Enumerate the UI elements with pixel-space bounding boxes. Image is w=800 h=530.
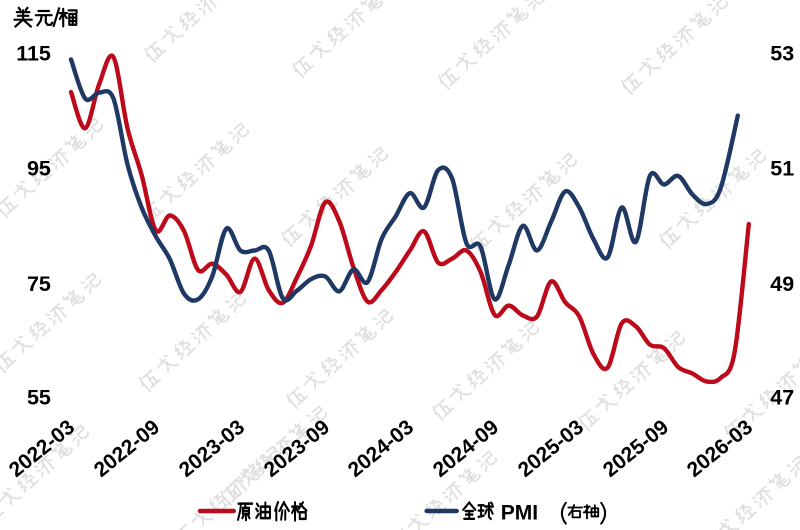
svg-text:PMI: PMI <box>501 502 538 525</box>
svg-text:47: 47 <box>770 386 794 410</box>
svg-text:115: 115 <box>16 41 51 65</box>
svg-text:49: 49 <box>770 272 794 296</box>
svg-text:95: 95 <box>27 157 51 181</box>
svg-text:51: 51 <box>770 157 794 181</box>
svg-text:75: 75 <box>27 272 51 296</box>
svg-text:53: 53 <box>770 41 794 65</box>
svg-text:55: 55 <box>27 386 51 410</box>
